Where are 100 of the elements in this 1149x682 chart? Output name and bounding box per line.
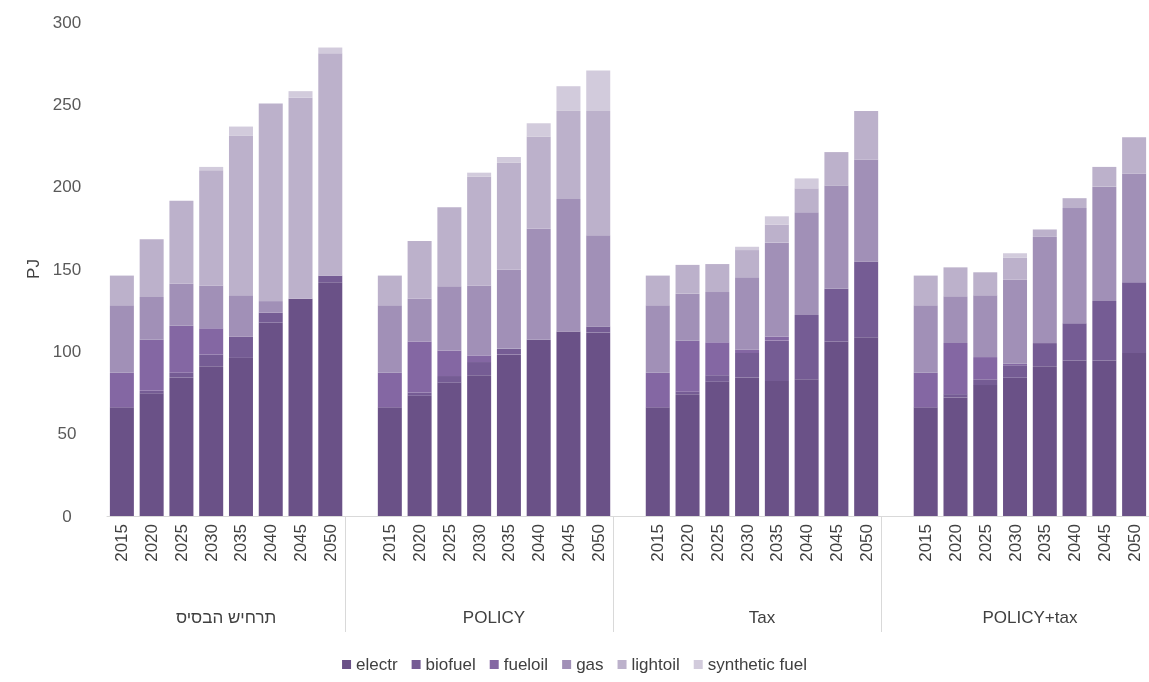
bar <box>437 207 462 287</box>
bar <box>1003 253 1028 258</box>
x-tick-label: 2045 <box>1094 524 1114 562</box>
bar <box>645 305 670 373</box>
bar <box>169 200 194 284</box>
bar <box>288 298 313 516</box>
bar <box>467 375 492 516</box>
bar <box>139 339 164 391</box>
bar <box>824 185 849 289</box>
bar <box>318 282 343 516</box>
x-tick-label: 2045 <box>558 524 578 562</box>
bar <box>943 267 968 297</box>
bar <box>586 70 611 111</box>
bar <box>199 328 224 355</box>
legend-label: fueloil <box>503 655 549 674</box>
x-tick-label: 2015 <box>916 524 936 562</box>
bar <box>467 172 492 177</box>
bar <box>675 264 700 294</box>
bar <box>1122 137 1147 174</box>
bar <box>258 103 283 302</box>
legend-label: gas <box>576 655 604 674</box>
bar <box>1122 173 1147 283</box>
bar <box>764 380 789 516</box>
bar <box>705 381 730 516</box>
bar <box>1062 323 1087 361</box>
x-tick-label: 2040 <box>797 524 817 562</box>
bar <box>705 292 730 343</box>
bar <box>407 298 432 342</box>
x-tick-label: 2020 <box>945 524 965 562</box>
bar <box>1092 166 1117 187</box>
text: POLICY <box>462 607 526 627</box>
bar <box>169 377 194 516</box>
bar <box>973 379 998 386</box>
x-tick-label: 2030 <box>737 524 757 562</box>
bar <box>467 355 492 363</box>
bar <box>1003 377 1028 516</box>
bar <box>913 275 938 306</box>
bar <box>1062 198 1087 209</box>
bar <box>735 250 760 278</box>
bar <box>854 159 879 262</box>
bar <box>1092 360 1117 516</box>
bar <box>1032 236 1057 344</box>
bar <box>288 97 313 299</box>
bar <box>645 407 670 516</box>
bar <box>437 376 462 383</box>
bar <box>1092 301 1117 361</box>
bar <box>169 372 194 378</box>
bar <box>407 341 432 393</box>
bar <box>318 275 343 283</box>
bar <box>199 366 224 516</box>
y-tick-label: 0 <box>62 506 72 526</box>
bar <box>526 228 551 340</box>
bar <box>764 224 789 243</box>
bar <box>258 301 283 313</box>
bar <box>526 136 551 229</box>
bar <box>377 305 402 373</box>
x-tick-label: 2025 <box>171 524 191 562</box>
bar <box>109 275 134 306</box>
bar <box>169 325 194 373</box>
bar <box>735 352 760 378</box>
bar <box>377 275 402 306</box>
bar <box>109 305 134 373</box>
y-tick-label: 50 <box>57 424 77 444</box>
bar <box>496 157 521 163</box>
text: Tax <box>748 607 776 627</box>
bar <box>764 340 789 381</box>
bar <box>675 394 700 516</box>
bar <box>973 272 998 296</box>
bar <box>526 123 551 137</box>
bar <box>586 332 611 516</box>
bar <box>824 152 849 186</box>
bar <box>973 385 998 516</box>
bar <box>288 91 313 98</box>
bar <box>467 362 492 376</box>
y-tick-label: 200 <box>52 177 82 197</box>
bar <box>1032 343 1057 367</box>
bar <box>556 86 581 111</box>
bar <box>467 285 492 356</box>
bar <box>556 331 581 516</box>
bar <box>1003 279 1028 364</box>
x-tick-label: 2035 <box>767 524 787 562</box>
bar <box>556 110 581 200</box>
x-tick-label: 2020 <box>678 524 698 562</box>
bar <box>496 354 521 516</box>
x-tick-label: 2035 <box>231 524 251 562</box>
bar <box>228 357 253 516</box>
x-tick-label: 2040 <box>529 524 549 562</box>
bar <box>854 261 879 338</box>
x-tick-label: 2025 <box>707 524 727 562</box>
bar <box>645 275 670 306</box>
bar <box>556 199 581 332</box>
x-tick-label: 2015 <box>112 524 132 562</box>
bar <box>318 53 343 276</box>
text: תרחיש הבסיס <box>175 607 277 627</box>
bar <box>139 393 164 516</box>
bar <box>1032 229 1057 237</box>
bar <box>407 395 432 516</box>
legend-label: synthetic fuel <box>707 655 807 674</box>
bar <box>199 285 224 329</box>
bar <box>228 295 253 337</box>
